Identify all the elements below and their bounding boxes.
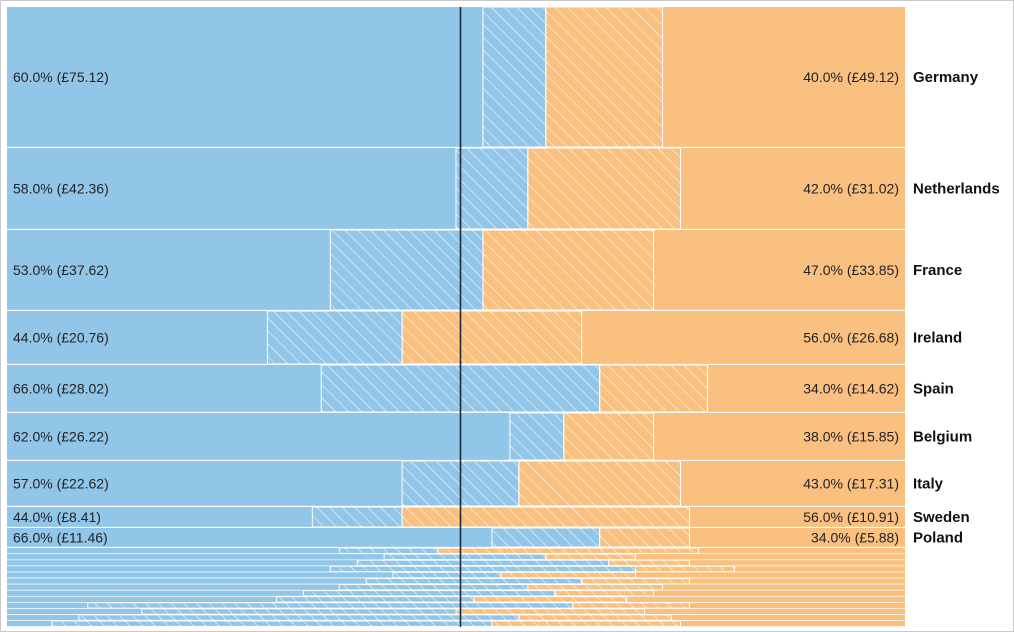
row-left-bar-1 — [7, 148, 528, 229]
country-label: Sweden — [913, 509, 970, 526]
row-left-hatch-2 — [329, 229, 484, 311]
right-value-label: 47.0% (£33.85) — [803, 262, 899, 278]
right-value-label: 42.0% (£31.02) — [803, 181, 899, 197]
minor-row-left-bar-6 — [7, 584, 528, 590]
row-left-hatch-0 — [482, 6, 547, 148]
right-value-label: 56.0% (£26.68) — [803, 330, 899, 346]
right-value-label: 40.0% (£49.12) — [803, 69, 899, 85]
left-value-label: 44.0% (£8.41) — [13, 509, 101, 525]
minor-row-right-bar-2 — [608, 560, 905, 566]
minor-row-right-hatch-1 — [545, 553, 637, 561]
country-label: Ireland — [913, 330, 962, 347]
minor-row-right-hatch-9 — [572, 602, 690, 609]
left-value-label: 66.0% (£11.46) — [13, 530, 108, 546]
row-left-hatch-1 — [455, 147, 529, 230]
minor-row-left-hatch-3 — [329, 565, 637, 573]
country-label: Poland — [913, 530, 963, 547]
row-left-bar-0 — [7, 7, 546, 147]
minor-row-right-bar-4 — [500, 572, 905, 578]
minor-row-right-hatch-6 — [527, 583, 664, 591]
row-left-hatch-7 — [311, 506, 403, 528]
minor-row-left-hatch-1 — [383, 553, 547, 561]
minor-row-right-hatch-7 — [554, 590, 655, 597]
minor-row-right-bar-6 — [527, 584, 905, 590]
row-left-bar-7 — [7, 507, 403, 527]
bars-layer — [7, 6, 905, 628]
country-label: France — [913, 262, 962, 279]
minor-row-right-bar-11 — [518, 614, 905, 621]
minor-row-left-bar-7 — [7, 590, 555, 597]
country-label: Germany — [913, 69, 979, 86]
minor-row-right-hatch-8 — [473, 596, 628, 603]
right-value-label: 38.0% (£15.85) — [803, 429, 899, 445]
left-value-label: 57.0% (£22.62) — [13, 476, 109, 492]
minor-row-right-hatch-11 — [518, 614, 673, 621]
minor-row-left-bar-4 — [7, 572, 501, 578]
minor-row-right-bar-5 — [581, 578, 905, 584]
minor-row-right-bar-10 — [456, 608, 905, 615]
left-value-label: 66.0% (£28.02) — [13, 381, 109, 397]
row-right-hatch-6 — [518, 460, 681, 507]
minor-row-right-bar-12 — [491, 620, 905, 627]
right-value-label: 34.0% (£14.62) — [803, 381, 899, 397]
row-right-hatch-7 — [401, 506, 690, 528]
left-value-label: 53.0% (£37.62) — [13, 262, 109, 278]
left-value-label: 60.0% (£75.12) — [13, 69, 109, 85]
minor-row-left-hatch-4 — [392, 571, 502, 579]
minor-row-left-bar-2 — [7, 560, 609, 566]
minor-row-right-bar-3 — [635, 566, 905, 572]
minor-row-right-hatch-2 — [608, 559, 690, 567]
minor-row-left-bar-0 — [7, 548, 439, 554]
minor-row-left-hatch-10 — [141, 608, 457, 615]
minor-row-left-bar-1 — [7, 554, 546, 560]
row-right-hatch-0 — [545, 6, 664, 148]
country-label: Belgium — [913, 429, 972, 446]
minor-row-left-hatch-6 — [338, 583, 529, 591]
minor-row-right-bar-8 — [473, 596, 905, 603]
minor-row-right-hatch-12 — [491, 620, 682, 627]
minor-row-left-hatch-12 — [51, 620, 493, 627]
minor-row-right-hatch-0 — [437, 547, 699, 554]
minor-row-right-hatch-3 — [635, 565, 735, 573]
right-value-label: 43.0% (£17.31) — [803, 476, 899, 492]
minor-row-left-hatch-11 — [78, 614, 520, 621]
country-label: Netherlands — [913, 181, 1000, 198]
minor-row-right-bar-7 — [554, 590, 905, 597]
left-value-label: 58.0% (£42.36) — [13, 181, 109, 197]
row-left-bar-5 — [7, 413, 564, 460]
row-right-hatch-4 — [599, 364, 708, 413]
right-value-label: 34.0% (£5.88) — [811, 530, 899, 546]
minor-row-left-bar-5 — [7, 578, 582, 584]
minor-row-left-hatch-0 — [338, 547, 439, 554]
left-value-label: 62.0% (£26.22) — [13, 429, 109, 445]
right-value-label: 56.0% (£10.91) — [803, 509, 899, 525]
country-label: Italy — [913, 476, 944, 493]
row-right-hatch-2 — [482, 229, 655, 311]
minor-row-right-bar-9 — [572, 602, 905, 609]
minor-row-left-bar-8 — [7, 596, 474, 603]
row-right-hatch-1 — [527, 147, 682, 230]
left-value-label: 44.0% (£20.76) — [13, 330, 109, 346]
minor-row-left-hatch-8 — [275, 596, 475, 603]
minor-row-left-hatch-7 — [302, 590, 556, 597]
minor-row-right-bar-1 — [545, 554, 905, 560]
row-right-hatch-8 — [599, 527, 690, 548]
minor-row-right-hatch-10 — [455, 608, 646, 615]
row-left-hatch-5 — [509, 412, 565, 461]
minor-row-left-hatch-2 — [356, 559, 610, 567]
minor-row-right-hatch-4 — [500, 571, 637, 579]
minor-row-right-hatch-5 — [581, 577, 690, 585]
row-left-hatch-3 — [266, 310, 403, 365]
row-left-bar-8 — [7, 528, 600, 547]
minor-row-left-hatch-5 — [365, 577, 583, 585]
country-label: Spain — [913, 381, 954, 398]
row-right-hatch-5 — [563, 412, 655, 461]
row-right-hatch-3 — [401, 310, 583, 365]
minor-row-left-bar-3 — [7, 566, 636, 572]
minor-row-left-hatch-9 — [87, 602, 574, 609]
labels-layer: 60.0% (£75.12) 40.0% (£49.12) Germany 58.0%… — [13, 69, 1000, 547]
row-left-hatch-8 — [491, 527, 601, 548]
